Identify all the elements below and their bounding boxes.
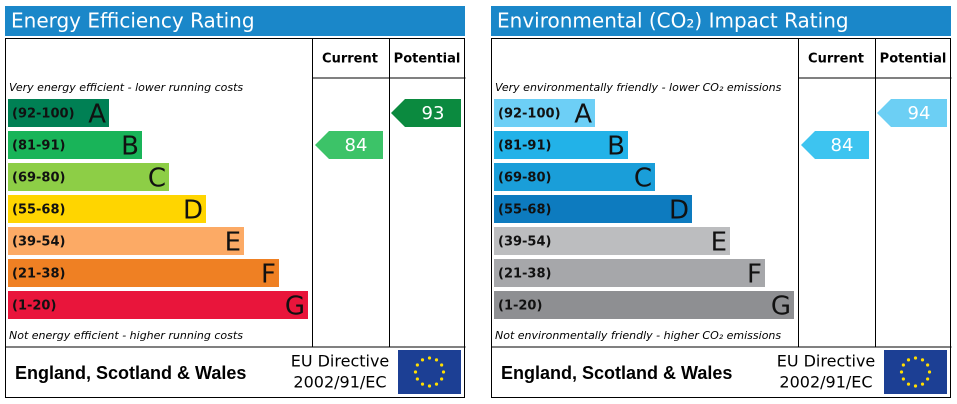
band-range: (81-91)	[498, 139, 551, 154]
flag-star	[415, 377, 419, 381]
flag-star	[926, 363, 930, 367]
rating-panel: Energy Efficiency Rating Current Potential…	[5, 6, 466, 398]
band-range: (92-100)	[12, 107, 75, 122]
band-range: (69-80)	[498, 171, 551, 186]
band-letter: E	[225, 228, 241, 258]
band-range: (69-80)	[12, 171, 65, 186]
panel-title: Energy Efficiency Rating	[11, 9, 255, 33]
band-range: (1-20)	[498, 299, 542, 314]
panel-title: Environmental (CO₂) Impact Rating	[497, 9, 849, 33]
flag-star	[427, 384, 432, 388]
band-bar	[8, 291, 308, 319]
band-letter: F	[261, 260, 276, 290]
directive: EU Directive	[777, 352, 876, 371]
band-bar	[8, 163, 169, 191]
band-range: (21-38)	[12, 267, 65, 282]
band-range: (55-68)	[12, 203, 65, 218]
band-range: (21-38)	[498, 267, 551, 282]
flag-star	[920, 382, 925, 386]
band-letter: F	[747, 260, 762, 290]
rating-arrow	[877, 99, 947, 127]
flag-star	[441, 370, 446, 374]
band-letter: A	[88, 100, 106, 130]
flag-star	[434, 382, 439, 386]
band-bar	[494, 291, 794, 319]
flag-star	[901, 363, 905, 367]
flag-star	[415, 363, 419, 367]
rating-value: 84	[345, 135, 368, 156]
flag-star	[427, 356, 432, 360]
rating-arrow	[315, 131, 383, 159]
band-bar	[494, 227, 730, 255]
flag-star	[906, 382, 911, 386]
band-bar	[494, 163, 655, 191]
directive: 2002/91/EC	[779, 373, 872, 392]
band-bar	[494, 131, 628, 159]
flag-star	[913, 384, 918, 388]
flag-star	[434, 358, 439, 362]
column-header: Current	[322, 52, 378, 67]
flag-star	[440, 377, 444, 381]
column-header: Potential	[394, 52, 461, 67]
band-letter: E	[711, 228, 727, 258]
frame	[491, 38, 951, 398]
top-note: Very energy efficient - lower running co…	[9, 81, 243, 94]
band-bar	[8, 259, 279, 287]
flag-star	[927, 370, 932, 374]
band-range: (39-54)	[12, 235, 65, 250]
title-bar	[491, 6, 951, 36]
band-range: (39-54)	[498, 235, 551, 250]
rating-value: 94	[908, 103, 931, 124]
top-note: Very environmentally friendly - lower CO…	[495, 81, 782, 94]
rating-arrow	[801, 131, 869, 159]
band-bar	[8, 99, 109, 127]
region: England, Scotland & Wales	[15, 363, 246, 383]
flag-star	[926, 377, 930, 381]
band-range: (92-100)	[498, 107, 561, 122]
title-bar	[5, 6, 465, 36]
flag-star	[913, 356, 918, 360]
rating-panel: Environmental (CO₂) Impact Rating Current…	[491, 6, 952, 398]
band-letter: D	[183, 196, 203, 226]
band-bar	[494, 195, 692, 223]
frame	[5, 38, 465, 398]
rating-arrow	[391, 99, 461, 127]
flag-star	[901, 377, 905, 381]
flag-star	[413, 370, 418, 374]
band-bar	[8, 131, 142, 159]
band-bar	[494, 99, 595, 127]
band-letter: B	[607, 132, 625, 162]
column-header: Current	[808, 52, 864, 67]
band-letter: C	[148, 164, 166, 194]
rating-value: 84	[831, 135, 854, 156]
flag-star	[440, 363, 444, 367]
band-letter: D	[669, 196, 689, 226]
band-bar	[494, 259, 765, 287]
band-bar	[8, 195, 206, 223]
region: England, Scotland & Wales	[501, 363, 732, 383]
directive: EU Directive	[291, 352, 390, 371]
column-header: Potential	[880, 52, 947, 67]
band-letter: G	[285, 292, 305, 322]
band-letter: C	[634, 164, 652, 194]
band-letter: G	[771, 292, 791, 322]
bottom-note: Not energy efficient - higher running co…	[9, 329, 243, 342]
flag-star	[906, 358, 911, 362]
bottom-note: Not environmentally friendly - higher CO…	[495, 329, 781, 342]
flag-star	[899, 370, 904, 374]
flag-star	[920, 358, 925, 362]
band-bar	[8, 227, 244, 255]
flag-star	[420, 358, 425, 362]
band-letter: A	[574, 100, 592, 130]
flag-star	[420, 382, 425, 386]
band-range: (1-20)	[12, 299, 56, 314]
band-letter: B	[121, 132, 139, 162]
rating-value: 93	[422, 103, 445, 124]
band-range: (81-91)	[12, 139, 65, 154]
directive: 2002/91/EC	[293, 373, 386, 392]
band-range: (55-68)	[498, 203, 551, 218]
